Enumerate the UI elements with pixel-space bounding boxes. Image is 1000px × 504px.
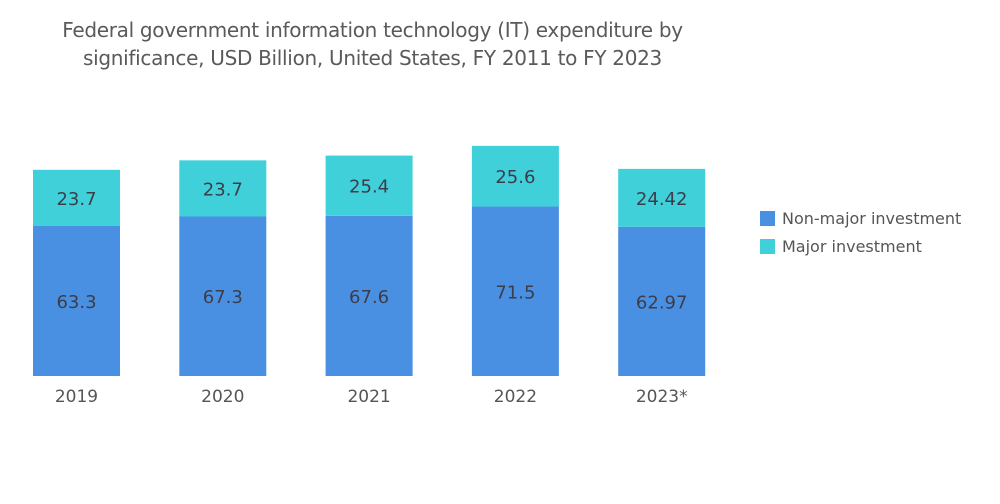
chart-title: Federal government information technolog… <box>0 16 745 72</box>
x-tick-label-2022: 2022 <box>494 387 537 407</box>
bar-non-major-2021 <box>325 215 413 376</box>
bar-major-2020 <box>179 160 267 217</box>
data-label-major-2023: 24.42 <box>636 189 688 210</box>
x-tick-label-2021: 2021 <box>347 387 390 407</box>
bar-major-2019 <box>33 169 120 226</box>
legend-item-non-major: Non-major investment <box>760 204 961 232</box>
data-label-major-2021: 25.4 <box>349 177 389 198</box>
chart-title-line-2: significance, USD Billion, United States… <box>82 46 662 70</box>
bar-major-2021 <box>325 155 413 216</box>
legend-item-major: Major investment <box>760 232 961 260</box>
legend-swatch-major <box>760 238 775 254</box>
bar-major-2023 <box>618 168 706 227</box>
data-label-non-major-2022: 71.5 <box>495 282 535 303</box>
data-label-major-2019: 23.7 <box>56 189 96 210</box>
data-label-non-major-2021: 67.6 <box>349 287 389 308</box>
data-label-non-major-2020: 67.3 <box>203 287 243 308</box>
chart-title-line-1: Federal government information technolog… <box>62 18 683 42</box>
legend-swatch-non-major <box>760 210 775 226</box>
data-label-non-major-2019: 63.3 <box>56 292 96 313</box>
data-label-major-2022: 25.6 <box>495 167 535 188</box>
legend-label-non-major: Non-major investment <box>782 208 962 228</box>
legend: Non-major investment Major investment <box>760 204 961 260</box>
bar-non-major-2023 <box>618 226 706 376</box>
bar-non-major-2022 <box>471 206 559 376</box>
bar-non-major-2020 <box>179 216 267 376</box>
data-label-non-major-2023: 62.97 <box>636 292 688 313</box>
x-tick-label-2020: 2020 <box>201 387 244 407</box>
data-label-major-2020: 23.7 <box>203 179 243 200</box>
x-tick-label-2019: 2019 <box>55 387 98 407</box>
x-tick-label-2023: 2023* <box>636 387 688 407</box>
bar-non-major-2019 <box>33 225 120 376</box>
legend-label-major: Major investment <box>782 236 922 256</box>
bar-major-2022 <box>471 145 559 207</box>
